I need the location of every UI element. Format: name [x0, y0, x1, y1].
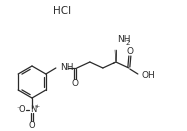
Text: N: N: [30, 105, 36, 114]
Text: NH: NH: [60, 64, 73, 72]
Text: ⁻: ⁻: [16, 105, 20, 113]
Text: •: •: [111, 61, 115, 66]
Text: HCl: HCl: [53, 6, 71, 16]
Text: +: +: [34, 103, 40, 108]
Text: O: O: [126, 47, 133, 56]
Text: OH: OH: [142, 72, 156, 81]
Text: O: O: [71, 79, 78, 88]
Text: O: O: [29, 121, 35, 130]
Text: O: O: [19, 105, 25, 114]
Text: NH: NH: [117, 35, 130, 44]
Text: 2: 2: [126, 40, 130, 46]
